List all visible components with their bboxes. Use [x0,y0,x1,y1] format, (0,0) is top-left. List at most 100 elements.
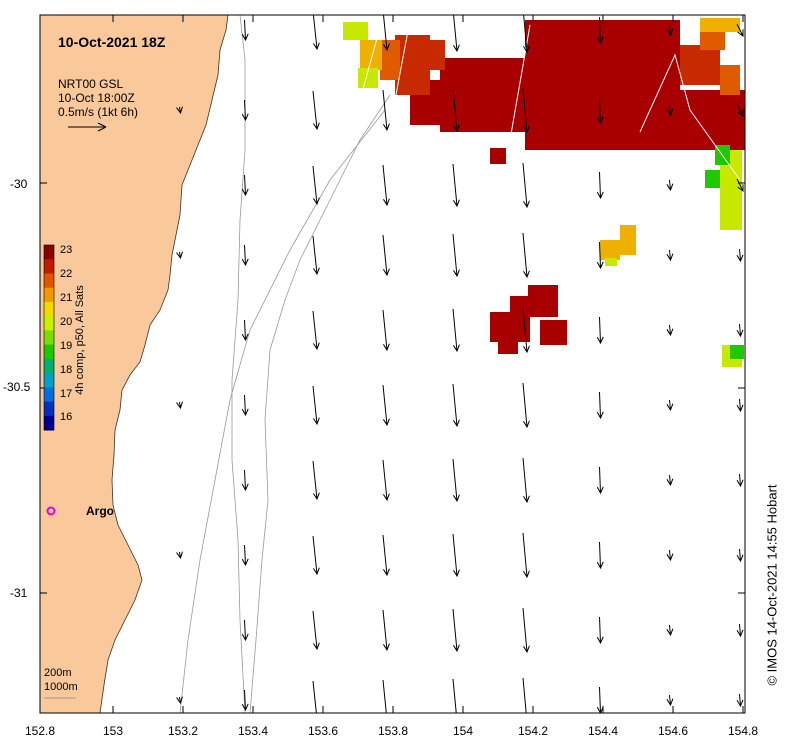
argo-float-marker[interactable] [46,506,56,516]
current-arrow [666,104,674,117]
current-arrow [522,677,527,713]
colorbar-swatch [44,358,54,374]
colorbar-swatch [44,387,54,403]
current-arrow [312,165,320,206]
current-arrow [176,106,183,115]
x-tick-label: 153 [102,724,124,738]
colorbar-tick: 17 [60,388,73,400]
current-arrow [241,244,249,267]
colorbar [43,244,55,431]
colorbar-title: 4h comp, p50, All Sats [74,285,86,395]
y-tick-label: -31 [10,586,28,600]
current-arrow [312,610,320,651]
y-tick-label: -30.5 [3,380,31,394]
current-arrow [312,460,320,501]
current-arrow [596,171,604,200]
current-arrow [596,391,604,420]
colorbar-swatch [44,316,54,331]
x-tick-label: 153.4 [237,724,269,738]
current-arrow [596,96,604,125]
isobath-offshore [179,109,386,713]
credit-label: © IMOS 14-Oct-2021 14:55 Hobart [764,484,780,686]
y-tick-label: -30 [10,177,28,191]
x-tick-label: 152.8 [24,724,56,738]
current-arrow [666,474,674,487]
current-arrow [596,16,604,45]
current-arrow [522,307,530,354]
current-arrow [382,89,390,132]
current-arrow [382,534,390,577]
current-arrow [736,398,744,413]
current-arrow [382,164,390,207]
colorbar-tick: 16 [60,411,73,423]
current-arrow [452,533,460,578]
current-arrow [452,233,460,278]
current-arrow [312,235,320,276]
current-arrow [736,548,744,563]
current-arrow [666,549,674,562]
current-arrow [176,251,183,260]
colorbar-tick: 18 [60,364,73,376]
current-arrow [596,616,604,645]
current-arrow [596,541,604,570]
current-arrow [736,323,744,338]
x-tick-label: 154.6 [657,724,689,738]
current-arrow [452,308,460,353]
current-arrow [522,457,530,504]
x-tick-label: 154 [452,724,474,738]
current-arrow [666,249,674,262]
coastline-land [40,15,229,713]
current-arrow [736,693,744,708]
colorbar-swatch [44,245,54,260]
current-arrow [241,19,249,42]
current-arrow [452,458,460,503]
isobath-1000m [249,94,391,713]
current-arrow [596,241,604,270]
current-arrow [241,689,249,712]
current-vectors [176,15,744,713]
current-arrow [241,99,249,122]
current-arrow [176,401,183,410]
current-arrow [522,87,530,134]
sst-mid-zone [380,30,740,95]
x-tick-label: 154.2 [517,724,549,738]
current-arrow [382,309,390,352]
current-arrow [736,178,744,192]
current-arrow [736,473,744,488]
x-tick-label: 154.8 [727,724,759,738]
current-arrow [522,607,530,654]
current-arrow [382,459,390,502]
current-arrow [382,609,390,652]
colorbar-swatch [44,415,54,431]
current-arrow [666,324,674,337]
isobath-200m [231,15,246,713]
current-arrow [596,316,604,345]
current-arrow [312,535,320,576]
current-arrow [382,679,387,713]
colorbar-tick: 21 [60,292,73,304]
current-arrow [312,385,320,426]
x-tick-label: 153.2 [167,724,199,738]
sst-warm-core [410,20,745,354]
altimeter-track [359,19,741,181]
current-arrow [241,469,249,492]
current-arrow [736,23,744,37]
colorbar-tick: 20 [60,316,73,328]
current-arrow [596,466,604,495]
colorbar-swatch [44,373,54,388]
current-arrow [241,619,249,642]
current-arrow [452,608,460,653]
x-tick-label: 153.6 [307,724,339,738]
current-arrow [382,15,390,52]
current-arrow [522,162,530,209]
colorbar-swatch [44,259,54,274]
map-title: 10-Oct-2021 18Z [58,34,166,50]
current-arrow [241,174,249,197]
colorbar-tick: 23 [60,244,73,256]
current-arrow [241,394,249,417]
current-arrow [452,383,460,428]
colorbar-swatch [44,301,54,317]
current-arrow [666,24,674,37]
sst-orange-zone [395,35,720,95]
